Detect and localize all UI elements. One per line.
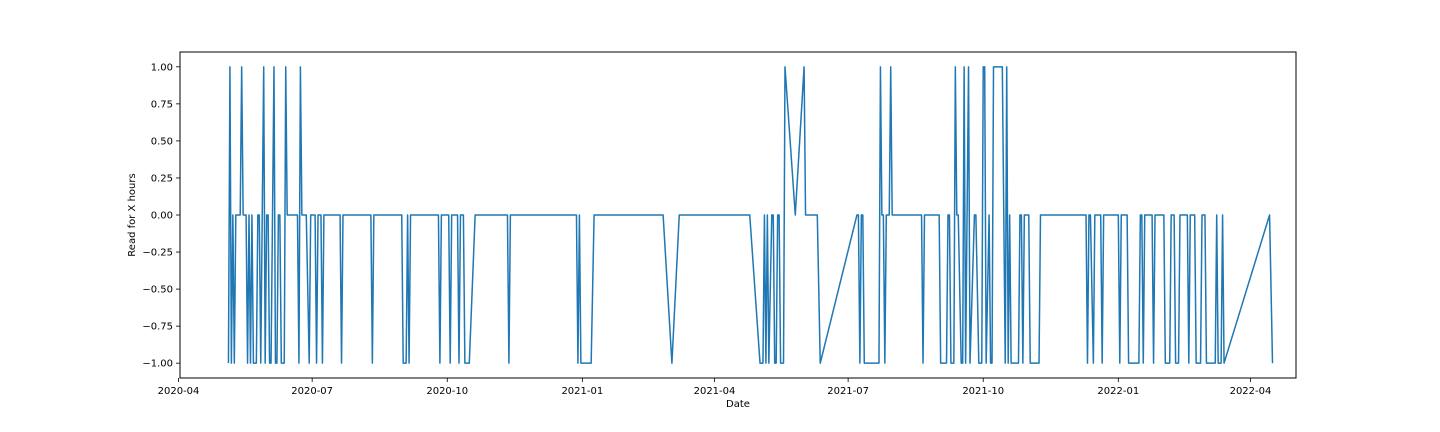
- x-tick-label: 2022-01: [1097, 386, 1139, 397]
- x-tick-label: 2020-07: [291, 386, 333, 397]
- x-tick-label: 2021-10: [962, 386, 1004, 397]
- y-tick-label: −0.50: [142, 285, 173, 296]
- x-tick-label: 2020-04: [158, 386, 200, 397]
- y-tick-label: 0.00: [151, 211, 173, 222]
- y-tick-label: −0.25: [142, 248, 173, 259]
- y-axis: 1.00 0.75 0.50 0.25 0.00 −0.25 −0.50 −0.75 −1.00: [142, 62, 180, 370]
- x-tick-label: 2021-01: [561, 386, 603, 397]
- series-line: [227, 66, 1274, 364]
- y-tick-label: 1.00: [151, 62, 173, 73]
- x-tick-label: 2022-04: [1230, 386, 1272, 397]
- x-tick-label: 2021-07: [827, 386, 869, 397]
- x-axis-label: Date: [726, 399, 750, 410]
- x-tick-label: 2020-10: [426, 386, 468, 397]
- y-tick-label: −1.00: [142, 359, 173, 370]
- x-tick-label: 2021-04: [694, 386, 736, 397]
- y-tick-label: 0.75: [151, 99, 173, 110]
- y-tick-label: −0.75: [142, 322, 173, 333]
- x-axis: 2020-04 2020-07 2020-10 2021-01 2021-04 2021-…: [158, 378, 1272, 397]
- y-axis-label: Read for X hours: [127, 173, 138, 256]
- y-tick-label: 0.25: [151, 173, 173, 184]
- y-tick-label: 0.50: [151, 136, 173, 147]
